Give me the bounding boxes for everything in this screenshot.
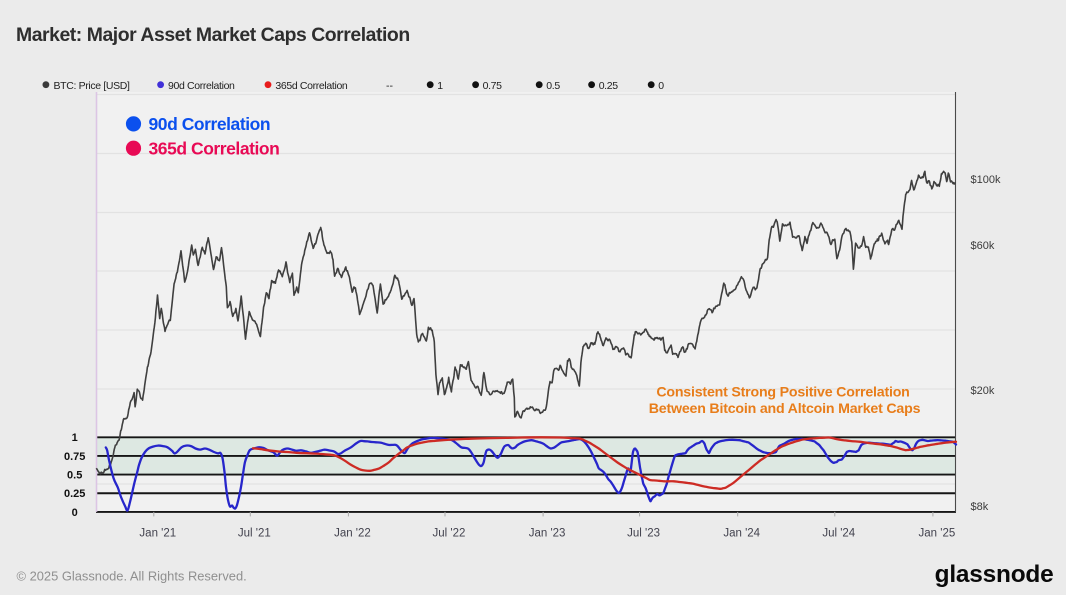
svg-text:90d Correlation: 90d Correlation — [168, 80, 235, 92]
svg-text:1: 1 — [72, 432, 78, 444]
svg-text:0: 0 — [658, 80, 664, 92]
svg-text:Jan '21: Jan '21 — [139, 528, 176, 540]
svg-text:0.5: 0.5 — [67, 470, 82, 482]
svg-text:0.5: 0.5 — [546, 80, 560, 92]
svg-text:Jul '21: Jul '21 — [238, 528, 271, 540]
svg-text:Jan '25: Jan '25 — [919, 528, 956, 540]
svg-text:Jan '23: Jan '23 — [529, 528, 566, 540]
svg-text:$100k: $100k — [971, 174, 1001, 186]
svg-text:Jan '24: Jan '24 — [723, 528, 760, 540]
svg-text:0.25: 0.25 — [599, 80, 619, 92]
svg-text:1: 1 — [437, 80, 443, 92]
svg-text:0.25: 0.25 — [64, 488, 85, 500]
svg-text:$20k: $20k — [971, 385, 995, 397]
svg-text:$8k: $8k — [971, 501, 989, 513]
svg-text:BTC: Price [USD]: BTC: Price [USD] — [54, 80, 131, 92]
svg-text:0.75: 0.75 — [64, 451, 85, 463]
svg-text:Market: Major Asset Market Cap: Market: Major Asset Market Caps Correlat… — [16, 24, 410, 46]
svg-text:Jul '23: Jul '23 — [627, 528, 660, 540]
svg-text:Jul '22: Jul '22 — [433, 528, 466, 540]
svg-text:Consistent Strong Positive Cor: Consistent Strong Positive Correlation — [656, 385, 909, 401]
svg-text:0: 0 — [72, 507, 78, 519]
svg-text:$60k: $60k — [971, 240, 995, 252]
svg-text:glassnode: glassnode — [935, 561, 1054, 588]
svg-text:--: -- — [386, 80, 393, 92]
svg-text:© 2025 Glassnode. All Rights R: © 2025 Glassnode. All Rights Reserved. — [17, 569, 247, 584]
svg-text:90d Correlation: 90d Correlation — [149, 114, 271, 134]
svg-text:365d Correlation: 365d Correlation — [149, 139, 280, 159]
svg-text:365d Correlation: 365d Correlation — [275, 80, 348, 92]
svg-text:Jul '24: Jul '24 — [822, 528, 855, 540]
svg-text:Between Bitcoin and Altcoin Ma: Between Bitcoin and Altcoin Market Caps — [649, 401, 921, 417]
svg-text:Jan '22: Jan '22 — [334, 528, 371, 540]
svg-text:0.75: 0.75 — [483, 80, 503, 92]
